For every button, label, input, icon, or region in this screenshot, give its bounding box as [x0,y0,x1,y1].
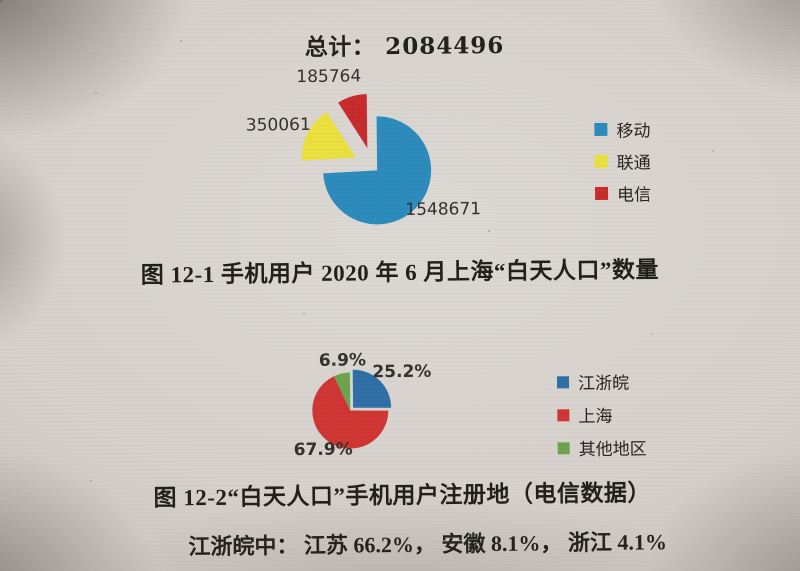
legend-label-liantong: 联通 [616,153,651,173]
total-label: 总计： [304,34,376,60]
legend-chip-green-icon [557,441,570,454]
slice-label-qita: 6.9% [318,350,367,371]
legend-item-yidong: 移动 [594,116,650,142]
legend-chip-blue-icon [594,122,608,136]
legend-chart-1: 移动 联通 电信 [594,116,651,206]
legend-item-liantong: 联通 [594,148,651,174]
footnote: 江浙皖中： 江苏 66.2%， 安徽 8.1%， 浙江 4.1% [188,529,668,560]
legend-label-qita: 其他地区 [578,439,647,460]
slice-label-jiangzhewan: 25.2% [372,361,432,383]
slice-label-liantong: 350061 [245,114,311,136]
legend-label-dianxin: 电信 [616,185,652,205]
legend-label-yidong: 移动 [616,121,651,141]
chart1-total-title: 总计： 2084496 [0,23,798,65]
total-value: 2084496 [385,31,505,61]
dust-specks [0,0,2,2]
legend-item-shanghai: 上海 [557,401,646,427]
legend-chip-yellow-icon [594,154,608,168]
slice-label-shanghai: 67.9% [293,439,353,461]
legend-chip-blue-icon [556,375,570,388]
legend-chart-2: 江浙皖 上海 其他地区 [556,368,647,460]
legend-item-jiangzhewan: 江浙皖 [556,368,646,394]
slice-label-yidong: 1548671 [405,199,482,220]
chart1-caption: 图 12-1 手机用户 2020 年 6 月上海“白天人口”数量 [140,257,660,288]
legend-chip-red-icon [557,408,570,421]
legend-label-jiangzhewan: 江浙皖 [577,373,630,394]
chart2-caption: 图 12-2“白天人口”手机用户注册地（电信数据） [153,480,652,511]
legend-item-dianxin: 电信 [594,180,652,206]
legend-chip-red-icon [594,186,609,200]
slice-label-dianxin: 185764 [296,66,362,88]
legend-label-shanghai: 上海 [578,406,613,427]
legend-item-qita: 其他地区 [557,434,647,460]
